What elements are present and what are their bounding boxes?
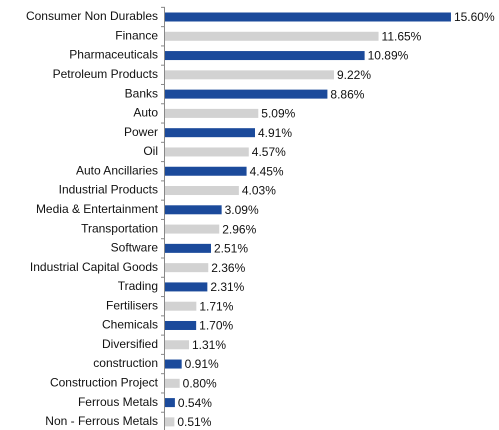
value-label: 8.86%	[330, 87, 364, 101]
value-label: 11.65%	[382, 29, 422, 43]
bar	[165, 12, 451, 22]
bar	[165, 31, 379, 41]
value-label: 0.91%	[185, 357, 219, 371]
value-label: 4.45%	[250, 164, 284, 178]
category-label: Power	[124, 125, 158, 139]
category-label: Banks	[125, 86, 158, 100]
bar	[165, 263, 209, 273]
category-label: Construction Project	[50, 375, 159, 389]
category-label: Auto Ancillaries	[76, 163, 158, 177]
bar	[165, 340, 190, 350]
bar	[165, 301, 197, 311]
category-label: Finance	[115, 28, 158, 42]
bar	[165, 108, 259, 118]
bar	[165, 417, 175, 427]
bar	[165, 70, 335, 80]
value-label: 0.80%	[183, 376, 217, 390]
value-label: 5.09%	[261, 107, 295, 121]
value-label: 2.96%	[222, 222, 256, 236]
value-label: 1.71%	[199, 299, 233, 313]
category-label: Fertilisers	[106, 298, 158, 312]
category-label: Transportation	[81, 221, 158, 235]
bar	[165, 282, 208, 292]
value-label: 10.89%	[368, 49, 409, 63]
bar	[165, 224, 220, 234]
category-label: construction	[93, 356, 158, 370]
value-label: 2.36%	[211, 261, 245, 275]
value-label: 1.31%	[192, 338, 226, 352]
bar	[165, 205, 222, 215]
value-label: 15.60%	[454, 10, 495, 24]
value-label: 9.22%	[337, 68, 371, 82]
category-label: Media & Entertainment	[36, 202, 159, 216]
value-label: 1.70%	[199, 319, 233, 333]
value-label: 0.51%	[177, 415, 211, 429]
value-label: 2.51%	[214, 242, 248, 256]
value-label: 2.31%	[210, 280, 244, 294]
category-label: Trading	[118, 279, 158, 293]
bar	[165, 378, 180, 388]
value-label: 4.03%	[242, 184, 276, 198]
category-label: Diversified	[102, 337, 158, 351]
category-label: Petroleum Products	[53, 67, 158, 81]
category-label: Software	[111, 241, 159, 255]
bar	[165, 243, 212, 253]
bar	[165, 320, 197, 330]
category-label: Non - Ferrous Metals	[45, 414, 158, 428]
category-label: Industrial Capital Goods	[30, 260, 158, 274]
bar	[165, 359, 182, 369]
category-label: Consumer Non Durables	[26, 9, 158, 23]
bar	[165, 186, 239, 196]
category-label: Ferrous Metals	[78, 395, 158, 409]
value-label: 0.54%	[178, 396, 212, 410]
category-label: Pharmaceuticals	[69, 48, 158, 62]
category-label: Auto	[133, 106, 158, 120]
bar	[165, 128, 256, 138]
bar	[165, 166, 247, 176]
bar	[165, 398, 175, 408]
category-label: Chemicals	[102, 318, 158, 332]
category-label: Oil	[143, 144, 158, 158]
bar	[165, 147, 249, 157]
bar	[165, 51, 365, 61]
value-label: 4.91%	[258, 126, 292, 140]
bar	[165, 89, 328, 99]
value-label: 4.57%	[252, 145, 286, 159]
value-label: 3.09%	[225, 203, 259, 217]
category-label: Industrial Products	[59, 183, 158, 197]
